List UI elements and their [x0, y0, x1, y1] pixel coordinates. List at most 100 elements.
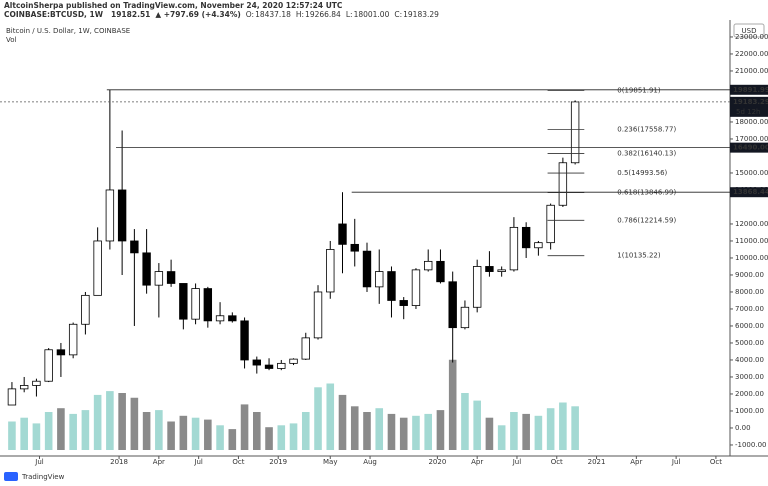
candle-body — [448, 281, 457, 329]
candle-body — [215, 315, 225, 322]
candle-body — [350, 243, 359, 252]
x-tick-label: Oct — [710, 458, 722, 466]
level-tag — [730, 84, 768, 95]
x-tick-label: Jul — [34, 458, 44, 466]
candle-body — [68, 323, 78, 356]
candle-body — [521, 226, 531, 249]
volume-bar — [301, 412, 310, 450]
x-tick-label: 2019 — [269, 458, 287, 466]
volume-bar — [436, 410, 445, 450]
volume-bar — [399, 417, 408, 450]
level-label: 16490.00 — [733, 144, 768, 152]
quote-value: 18001.00 — [354, 10, 390, 19]
y-tick-label: 17000.00 — [735, 135, 768, 143]
candle-body — [509, 226, 519, 271]
candle-body — [142, 252, 151, 286]
level-tag — [730, 142, 768, 153]
volume-bar — [326, 383, 335, 450]
candle-body — [191, 288, 200, 320]
candle-body — [166, 271, 176, 284]
brand: TradingView — [21, 473, 65, 481]
quote-value: 19183.29 — [403, 10, 439, 19]
x-tick-label: Jul — [512, 458, 522, 466]
volume-bar — [130, 397, 139, 450]
y-tick-label: 7000.00 — [735, 305, 764, 313]
y-tick-label: 15000.00 — [735, 169, 768, 177]
candle-body — [203, 288, 213, 322]
candle-body — [375, 271, 384, 288]
level-label: 13868.44 — [733, 188, 768, 196]
candle-body — [117, 189, 127, 242]
volume-bar — [81, 410, 90, 450]
candle-body — [411, 269, 421, 306]
y-tick-label: 6000.00 — [735, 322, 764, 330]
fib-label: 1(10135.22) — [617, 252, 661, 260]
quote-value: 19266.84 — [305, 10, 341, 19]
volume-bar — [204, 419, 212, 450]
volume-bar — [69, 413, 77, 450]
candle-body — [277, 362, 286, 369]
volume-bar — [240, 404, 249, 450]
candle-body — [179, 283, 188, 320]
candle-body — [105, 189, 115, 242]
candle-body — [130, 240, 139, 254]
candle-body — [301, 337, 310, 360]
x-tick-label: Apr — [471, 458, 483, 466]
candle-body — [252, 359, 261, 366]
volume-bar — [363, 412, 371, 450]
volume-bar — [485, 417, 494, 450]
candle-body — [228, 315, 237, 322]
volume-bar — [216, 425, 224, 450]
candle-body — [93, 240, 102, 296]
fib-label: 0.5(14993.56) — [617, 169, 667, 177]
last-price-label: 19183.29 — [733, 98, 768, 106]
x-tick-label: Oct — [232, 458, 244, 466]
currency-box[interactable] — [733, 23, 765, 38]
header-value: 19182.51 — [111, 10, 150, 19]
volume-label: Vol — [6, 36, 17, 44]
volume-bar — [546, 408, 555, 450]
byline: AltcoinSherpa published on TradingView.c… — [4, 1, 343, 10]
level-label: 19891.99 — [733, 86, 768, 94]
fib-label: 0.786(12214.59) — [617, 216, 676, 224]
x-tick-label: 2021 — [588, 458, 606, 466]
x-tick-label: 2018 — [110, 458, 128, 466]
candle-body — [546, 204, 555, 244]
y-tick-label: 5000.00 — [735, 339, 764, 347]
volume-bar — [559, 402, 567, 450]
candle-body — [81, 294, 90, 325]
volume-bar — [510, 412, 518, 450]
fib-label: 0.382(16140.13) — [617, 150, 676, 158]
volume-bar — [191, 417, 200, 450]
volume-bar — [167, 421, 175, 450]
header-value: ▲ +797.69 (+4.34%) — [155, 10, 240, 19]
y-tick-label: 12000.00 — [735, 220, 768, 228]
y-tick-label: 22000.00 — [735, 50, 768, 58]
volume-bar — [228, 429, 237, 450]
volume-bar — [142, 412, 151, 450]
quote-key: O: — [246, 10, 254, 19]
y-tick-label: 3000.00 — [735, 373, 764, 381]
candle-body — [7, 388, 17, 406]
candle-body — [313, 291, 323, 339]
candle-body — [387, 271, 396, 301]
y-tick-label: 10000.00 — [735, 254, 768, 262]
candle-body — [497, 269, 506, 272]
volume-bar — [473, 400, 481, 450]
volume-bar — [179, 415, 188, 450]
volume-bar — [8, 421, 16, 450]
candle-body — [424, 260, 433, 271]
candle-body — [570, 101, 580, 164]
x-tick-label: Oct — [551, 458, 563, 466]
volume-bar — [375, 408, 384, 450]
candle-body — [289, 358, 298, 364]
quote-value: 18437.18 — [255, 10, 291, 19]
fib-label: 0.618(13846.99) — [617, 189, 676, 197]
volume-bar — [93, 394, 102, 450]
candle-body — [399, 300, 408, 306]
x-tick-label: Jul — [193, 458, 203, 466]
y-tick-label: 1000.00 — [735, 407, 764, 415]
volume-bar — [20, 417, 28, 450]
